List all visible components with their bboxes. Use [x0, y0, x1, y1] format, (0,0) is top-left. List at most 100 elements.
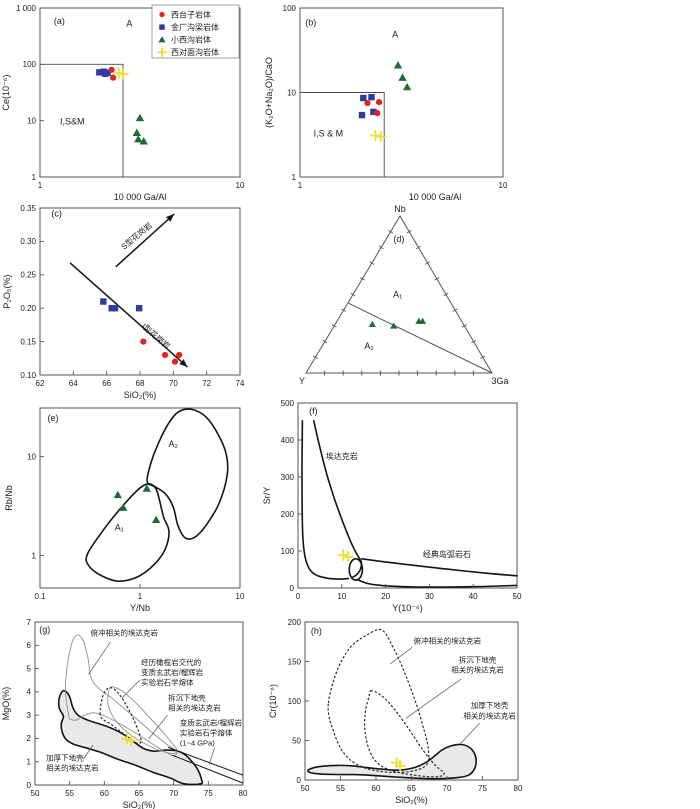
trend-arrow [115, 213, 175, 268]
region-label: 相关的埃达克岩 [168, 703, 221, 713]
x-tick-label: 74 [236, 379, 245, 388]
data-point-circle [375, 98, 383, 106]
field-outline [107, 686, 178, 755]
ternary-tick [415, 245, 421, 250]
legend-label: 西台子岩体 [171, 9, 211, 19]
data-point-circle [171, 358, 179, 365]
data-point-triangle [142, 484, 152, 492]
y-tick-label: 6 [27, 641, 32, 650]
leader-line [405, 678, 462, 719]
ternary-apex-label: Nb [394, 204, 406, 214]
ternary-right-label: 3Ga [491, 376, 508, 386]
panel-a: 1 10 1 10 100 1 000 10 000 Ga/Al Ce(10⁻⁶) (a) A I,… [1, 4, 245, 202]
x-tick-label: 64 [69, 379, 78, 388]
y-tick-label: 0 [290, 584, 295, 593]
x-axis-label: SiO₂(%) [124, 390, 157, 400]
field-outline [146, 408, 229, 540]
region-label: 加厚下地壳 [471, 700, 509, 710]
ternary-tick [434, 277, 440, 281]
field-outline [301, 420, 350, 580]
data-point-triangle [390, 322, 398, 329]
x-tick-label: 1 [298, 181, 303, 190]
field-outline [356, 578, 518, 588]
plot-frame [39, 7, 241, 178]
field-outline [85, 483, 170, 582]
data-point-triangle [398, 73, 407, 81]
x-tick-label: 1 [38, 181, 43, 190]
region-label: 相关的埃达克岩 [46, 763, 99, 773]
y-tick-label: 1 [27, 758, 32, 767]
x-tick-label: 0 [296, 592, 301, 601]
data-point-circle [374, 110, 381, 117]
data-point-triangle [368, 320, 376, 328]
data-point-square [368, 93, 375, 101]
region-label: 拆沉下地壳 [168, 693, 206, 703]
data-point-triangle [132, 128, 142, 136]
region-label: 相关的埃达克岩 [451, 665, 504, 675]
panel-f: 0 10 20 30 40 500100200300400500Y(10⁻⁶)Sr/Y(f… [262, 399, 522, 613]
x-tick-label: 70 [443, 784, 452, 793]
y-tick-label: 0.30 [20, 237, 36, 246]
y-tick-label: 200 [288, 618, 302, 627]
region-label: 相关的埃达克岩 [463, 710, 516, 720]
data-point-plus [157, 47, 167, 57]
x-tick-label: 70 [169, 379, 178, 388]
x-tick-label: 20 [381, 592, 390, 601]
data-point-plus [342, 551, 354, 563]
data-point-triangle [419, 317, 427, 324]
ternary-tick [480, 355, 486, 360]
y-tick-label: 10 [27, 116, 36, 125]
arrow-head [166, 214, 175, 222]
region-label: A₂ [364, 341, 374, 351]
y-tick-label: 0.20 [20, 304, 36, 313]
field-outline [313, 420, 363, 579]
trend-arrow [69, 262, 188, 368]
x-axis-label: Y(10⁻⁶) [392, 603, 422, 613]
y-tick-label: 1 [292, 173, 297, 182]
region-label: A [126, 18, 132, 28]
field-outline [99, 687, 142, 744]
data-point-circle [140, 338, 147, 345]
y-tick-label: 150 [288, 657, 302, 666]
y-tick-label: 1 [32, 173, 37, 182]
x-axis-label: 10 000 Ga/Al [114, 192, 167, 202]
panel-label: (c) [51, 209, 62, 219]
data-point-plus [394, 760, 406, 772]
data-point-square [108, 305, 115, 312]
region-label: 变质玄武岩/榴辉岩 [141, 667, 204, 677]
y-tick-label: 1 000 [16, 4, 37, 13]
ternary-tick [350, 292, 356, 297]
leader-line [148, 714, 168, 740]
x-tick-label: 60 [372, 784, 381, 793]
y-tick-label: 400 [281, 436, 295, 445]
x-tick-label: 50 [301, 784, 310, 793]
region-label: 俯冲相关的埃达克岩 [90, 628, 158, 638]
data-point-circle [159, 11, 165, 18]
leader-line [460, 722, 480, 744]
panel-label: (e) [48, 413, 59, 423]
y-tick-label: 3 [27, 711, 32, 720]
ternary-tick [369, 261, 375, 265]
panel-label: (a) [54, 16, 65, 26]
region-label: I,S & M [314, 129, 344, 139]
panel-label: (h) [311, 626, 322, 636]
field-outline [327, 628, 430, 774]
y-tick-label: 100 [23, 60, 37, 69]
y-tick-label: 0.25 [20, 271, 36, 280]
leader-line [208, 747, 215, 765]
x-tick-label: 50 [513, 592, 522, 601]
region-label: A₁ [115, 522, 124, 532]
data-point-triangle [119, 503, 128, 511]
y-tick-label: 0.10 [20, 371, 36, 380]
x-tick-label: 10 [499, 181, 508, 190]
leader-line [88, 641, 111, 675]
y-tick-label: 100 [288, 697, 302, 706]
panel-d: Nb Y 3Ga (d) A₁ A₂ [299, 204, 509, 386]
y-tick-label: 100 [281, 547, 295, 556]
ternary-tick [312, 355, 318, 360]
legend-box [151, 4, 240, 59]
y-tick-label: 10 [27, 452, 36, 461]
ternary-tick [359, 277, 365, 281]
region-label: 加厚下地壳 [46, 753, 84, 763]
